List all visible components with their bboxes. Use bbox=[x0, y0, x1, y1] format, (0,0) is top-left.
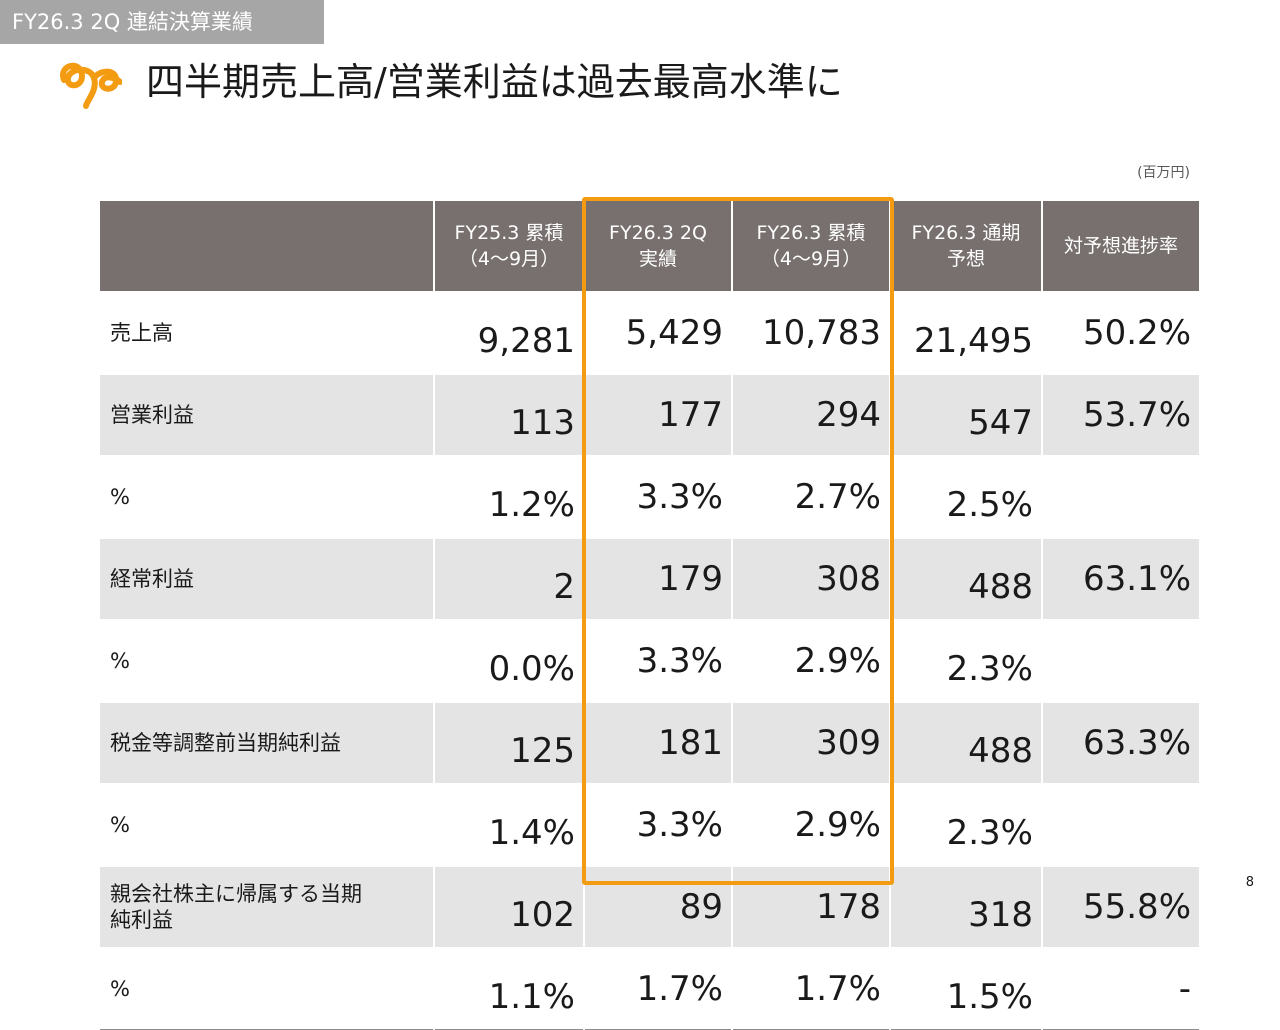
table-cell: 547 bbox=[889, 373, 1042, 456]
table-cell: 55.8% bbox=[1041, 865, 1199, 948]
table-cell: 63.3% bbox=[1041, 701, 1199, 784]
row-label: % bbox=[100, 619, 434, 702]
table-row: 経常利益 2 179 308 488 63.1% bbox=[100, 537, 1199, 620]
row-label: 親会社株主に帰属する当期 純利益 bbox=[100, 865, 434, 948]
column-header-line: 予想 bbox=[946, 248, 985, 270]
table-cell: 488 bbox=[889, 537, 1042, 620]
page-number: 8 bbox=[1245, 875, 1254, 890]
table-cell: 2.5% bbox=[889, 455, 1042, 538]
section-tag: FY26.3 2Q 連結決算業績 bbox=[0, 0, 324, 44]
column-header-blank bbox=[100, 201, 434, 292]
table-cell: 0.0% bbox=[433, 619, 584, 702]
table-cell: 2.3% bbox=[889, 783, 1042, 866]
table-cell: 102 bbox=[433, 865, 584, 948]
column-header-fy26-2q: FY26.3 2Q 実績 bbox=[583, 201, 732, 292]
column-header-line: FY26.3 累積 bbox=[756, 222, 866, 244]
table-cell: 21,495 bbox=[889, 291, 1042, 374]
table-row: % 1.2% 3.3% 2.7% 2.5% bbox=[100, 455, 1199, 538]
table-cell: 1.1% bbox=[433, 947, 584, 1030]
table-cell: 50.2% bbox=[1041, 291, 1199, 374]
column-header-line: 対予想進捗率 bbox=[1063, 235, 1178, 257]
table-cell: 309 bbox=[731, 701, 890, 784]
column-header-fy26-cumulative: FY26.3 累積 （4～9月） bbox=[731, 201, 890, 292]
table-cell: 1.2% bbox=[433, 455, 584, 538]
results-table: FY25.3 累積 （4～9月） FY26.3 2Q 実績 FY26.3 累積 （4～… bbox=[100, 201, 1199, 1030]
table-cell: 53.7% bbox=[1041, 373, 1199, 456]
row-label: 税金等調整前当期純利益 bbox=[100, 701, 434, 784]
column-header-line: FY26.3 2Q bbox=[609, 222, 707, 244]
table-cell: 2.9% bbox=[731, 619, 890, 702]
table-cell: 177 bbox=[583, 373, 732, 456]
table-row: 税金等調整前当期純利益 125 181 309 488 63.3% bbox=[100, 701, 1199, 784]
table-row: % 1.1% 1.7% 1.7% 1.5% - bbox=[100, 947, 1199, 1030]
table-cell: 125 bbox=[433, 701, 584, 784]
table-cell: 2 bbox=[433, 537, 584, 620]
page-title: 四半期売上高/営業利益は過去最高水準に bbox=[146, 60, 843, 104]
column-header-line: （4～9月） bbox=[458, 248, 560, 270]
row-label: 経常利益 bbox=[100, 537, 434, 620]
table-row: % 1.4% 3.3% 2.9% 2.3% bbox=[100, 783, 1199, 866]
table-cell: 1.4% bbox=[433, 783, 584, 866]
table-row: % 0.0% 3.3% 2.9% 2.3% bbox=[100, 619, 1199, 702]
column-header-fy25-cumulative: FY25.3 累積 （4～9月） bbox=[433, 201, 584, 292]
column-header-fy26-forecast: FY26.3 通期 予想 bbox=[889, 201, 1042, 292]
table-cell: - bbox=[1041, 947, 1199, 1030]
table-cell bbox=[1041, 783, 1199, 866]
column-header-progress-rate: 対予想進捗率 bbox=[1041, 201, 1199, 292]
table-row: 親会社株主に帰属する当期 純利益 102 89 178 318 55.8% bbox=[100, 865, 1199, 948]
table-cell: 89 bbox=[583, 865, 732, 948]
table-cell: 2.9% bbox=[731, 783, 890, 866]
table-cell: 1.5% bbox=[889, 947, 1042, 1030]
table-cell: 2.3% bbox=[889, 619, 1042, 702]
row-label: % bbox=[100, 947, 434, 1030]
column-header-line: FY26.3 通期 bbox=[911, 222, 1021, 244]
row-label: 売上高 bbox=[100, 291, 434, 374]
table-cell: 3.3% bbox=[583, 783, 732, 866]
table-cell bbox=[1041, 455, 1199, 538]
row-label: % bbox=[100, 455, 434, 538]
unit-note: (百万円) bbox=[1137, 165, 1190, 181]
table-cell: 178 bbox=[731, 865, 890, 948]
table-cell bbox=[1041, 619, 1199, 702]
column-header-line: （4～9月） bbox=[760, 248, 862, 270]
table-cell: 3.3% bbox=[583, 619, 732, 702]
row-label-line: 純利益 bbox=[110, 908, 173, 932]
row-label: % bbox=[100, 783, 434, 866]
table-cell: 10,783 bbox=[731, 291, 890, 374]
table-cell: 488 bbox=[889, 701, 1042, 784]
table-cell: 3.3% bbox=[583, 455, 732, 538]
row-label-line: 親会社株主に帰属する当期 bbox=[110, 882, 362, 906]
row-label: 営業利益 bbox=[100, 373, 434, 456]
column-header-line: 実績 bbox=[638, 248, 677, 270]
table-cell: 308 bbox=[731, 537, 890, 620]
table-cell: 9,281 bbox=[433, 291, 584, 374]
column-header-line: FY25.3 累積 bbox=[454, 222, 564, 244]
table-cell: 1.7% bbox=[583, 947, 732, 1030]
table-cell: 1.7% bbox=[731, 947, 890, 1030]
table-cell: 179 bbox=[583, 537, 732, 620]
table-cell: 5,429 bbox=[583, 291, 732, 374]
table-cell: 294 bbox=[731, 373, 890, 456]
table-cell: 181 bbox=[583, 701, 732, 784]
table-row: 営業利益 113 177 294 547 53.7% bbox=[100, 373, 1199, 456]
table-cell: 113 bbox=[433, 373, 584, 456]
header-row: FY25.3 累積 （4～9月） FY26.3 2Q 実績 FY26.3 累積 （4～… bbox=[100, 201, 1199, 292]
orange-swirl-logo-icon bbox=[60, 63, 122, 109]
table-cell: 2.7% bbox=[731, 455, 890, 538]
table-cell: 318 bbox=[889, 865, 1042, 948]
table-row: 売上高 9,281 5,429 10,783 21,495 50.2% bbox=[100, 291, 1199, 374]
table-cell: 63.1% bbox=[1041, 537, 1199, 620]
